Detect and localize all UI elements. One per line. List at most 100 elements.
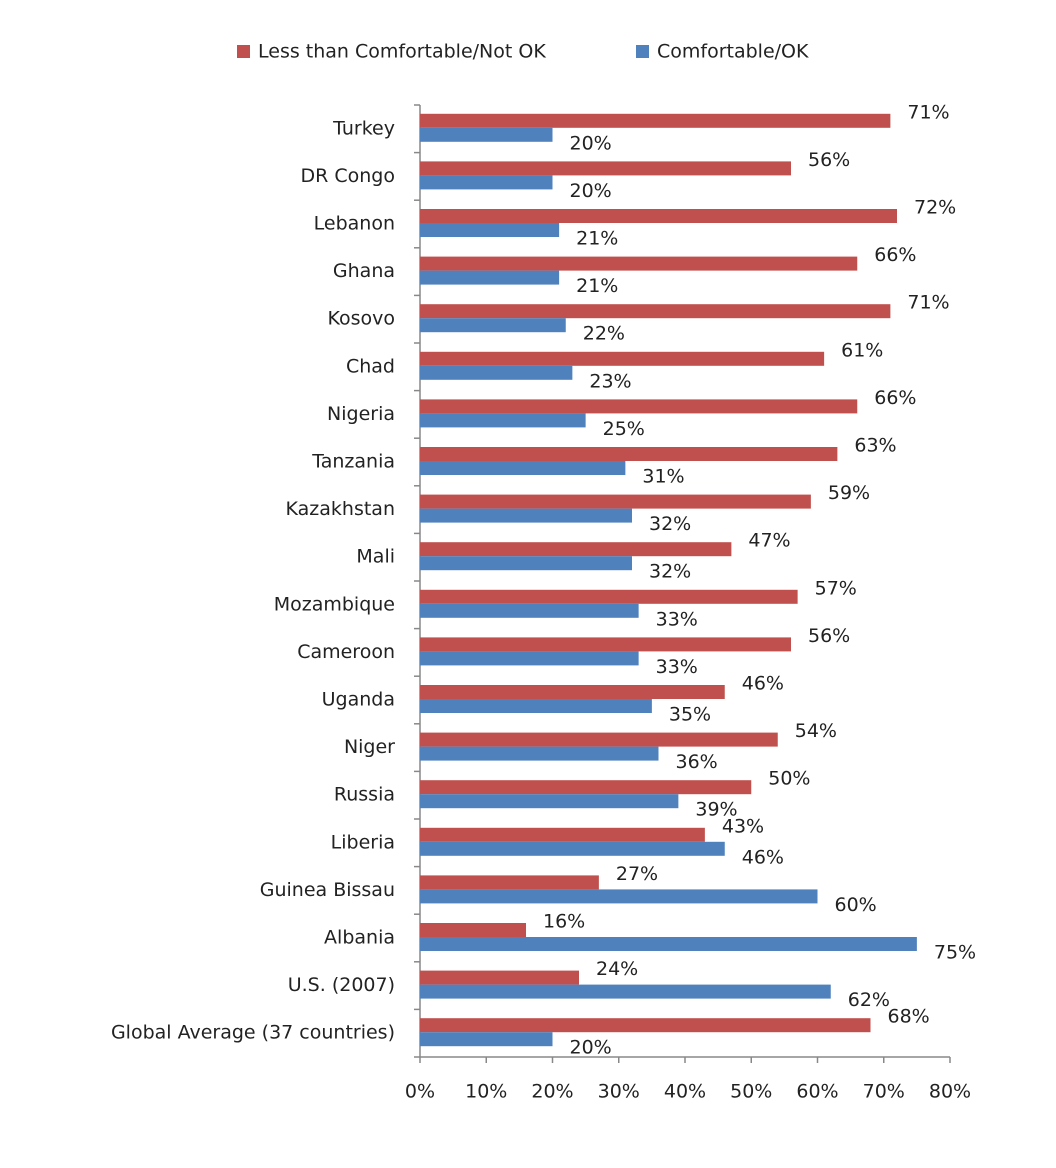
bar (420, 223, 560, 237)
bar (420, 542, 732, 557)
bar (420, 780, 752, 795)
y-tick-label: Albania (324, 927, 395, 949)
bar (420, 209, 897, 223)
legend-label: Comfortable/OK (657, 41, 809, 63)
y-tick-label: Lebanon (314, 213, 395, 235)
y-tick-label: Mali (356, 546, 395, 568)
y-tick-label: Chad (346, 355, 395, 377)
data-label: 20% (570, 180, 612, 202)
data-label: 56% (808, 149, 850, 171)
data-label: 21% (576, 228, 618, 250)
x-tick-label: 0% (405, 1081, 435, 1103)
y-tick-label: Turkey (332, 117, 395, 139)
data-label: 63% (854, 435, 896, 457)
bar (420, 746, 659, 761)
y-tick-label: U.S. (2007) (288, 974, 395, 996)
y-tick-label: Nigeria (327, 403, 395, 425)
legend-swatch (636, 45, 649, 58)
data-label: 32% (649, 561, 691, 583)
y-tick-label: Global Average (37 countries) (111, 1022, 395, 1044)
data-label: 66% (874, 244, 916, 266)
data-label: 62% (848, 989, 890, 1011)
y-tick-label: Cameroon (297, 641, 395, 663)
bar (420, 351, 825, 366)
data-label: 23% (589, 370, 631, 392)
x-tick-label: 80% (929, 1081, 971, 1103)
bar (420, 1018, 871, 1033)
y-tick-label: Guinea Bissau (260, 879, 395, 901)
bar (420, 732, 778, 747)
y-tick-label: Tanzania (311, 451, 395, 473)
data-label: 46% (742, 846, 784, 868)
bar (420, 637, 791, 652)
bar (420, 494, 811, 509)
bar (420, 685, 725, 699)
legend-swatch (237, 45, 250, 58)
data-label: 56% (808, 625, 850, 647)
bar (420, 256, 858, 271)
bar (420, 399, 858, 414)
data-label: 33% (656, 608, 698, 630)
data-label: 21% (576, 275, 618, 297)
data-label: 57% (815, 577, 857, 599)
x-tick-label: 20% (531, 1081, 573, 1103)
bar (420, 161, 791, 176)
x-tick-label: 70% (863, 1081, 905, 1103)
data-label: 36% (676, 751, 718, 773)
bar (420, 603, 639, 618)
bar (420, 127, 553, 142)
bar (420, 270, 560, 285)
data-label: 71% (907, 101, 949, 123)
bar (420, 875, 599, 890)
x-tick-label: 60% (796, 1081, 838, 1103)
x-tick-label: 50% (730, 1081, 772, 1103)
y-tick-label: Kazakhstan (286, 498, 395, 520)
x-tick-label: 30% (598, 1081, 640, 1103)
data-label: 22% (583, 323, 625, 345)
data-label: 50% (768, 768, 810, 790)
bar (420, 970, 579, 985)
bar (420, 651, 639, 666)
data-label: 33% (656, 656, 698, 678)
y-tick-label: Uganda (322, 689, 395, 711)
bar (420, 923, 526, 937)
bar (420, 175, 553, 190)
y-tick-label: Mozambique (274, 593, 395, 615)
data-label: 66% (874, 387, 916, 409)
y-tick-label: Liberia (331, 831, 395, 853)
data-label: 46% (742, 673, 784, 695)
bar (420, 365, 573, 380)
x-tick-label: 10% (465, 1081, 507, 1103)
bar (420, 508, 632, 523)
bar (420, 794, 679, 809)
data-label: 75% (934, 942, 976, 964)
data-label: 68% (888, 1006, 930, 1028)
bar (420, 984, 831, 999)
data-label: 24% (596, 958, 638, 980)
x-tick-label: 40% (664, 1081, 706, 1103)
data-label: 47% (748, 530, 790, 552)
data-label: 20% (570, 132, 612, 154)
data-label: 61% (841, 339, 883, 361)
bar (420, 589, 798, 604)
bar (420, 841, 725, 856)
data-label: 25% (603, 418, 645, 440)
bar (420, 113, 891, 128)
data-label: 59% (828, 482, 870, 504)
bar (420, 699, 652, 713)
bar (420, 1032, 553, 1047)
data-label: 71% (907, 292, 949, 314)
bar (420, 461, 626, 475)
data-label: 35% (669, 704, 711, 726)
bar (420, 413, 586, 428)
legend-label: Less than Comfortable/Not OK (258, 41, 546, 63)
data-label: 32% (649, 513, 691, 535)
y-tick-label: Russia (334, 784, 395, 806)
y-tick-label: Niger (344, 736, 395, 758)
data-label: 60% (835, 894, 877, 916)
data-label: 31% (642, 466, 684, 488)
data-label: 39% (695, 799, 737, 821)
y-tick-label: DR Congo (301, 165, 396, 187)
data-label: 54% (795, 720, 837, 742)
